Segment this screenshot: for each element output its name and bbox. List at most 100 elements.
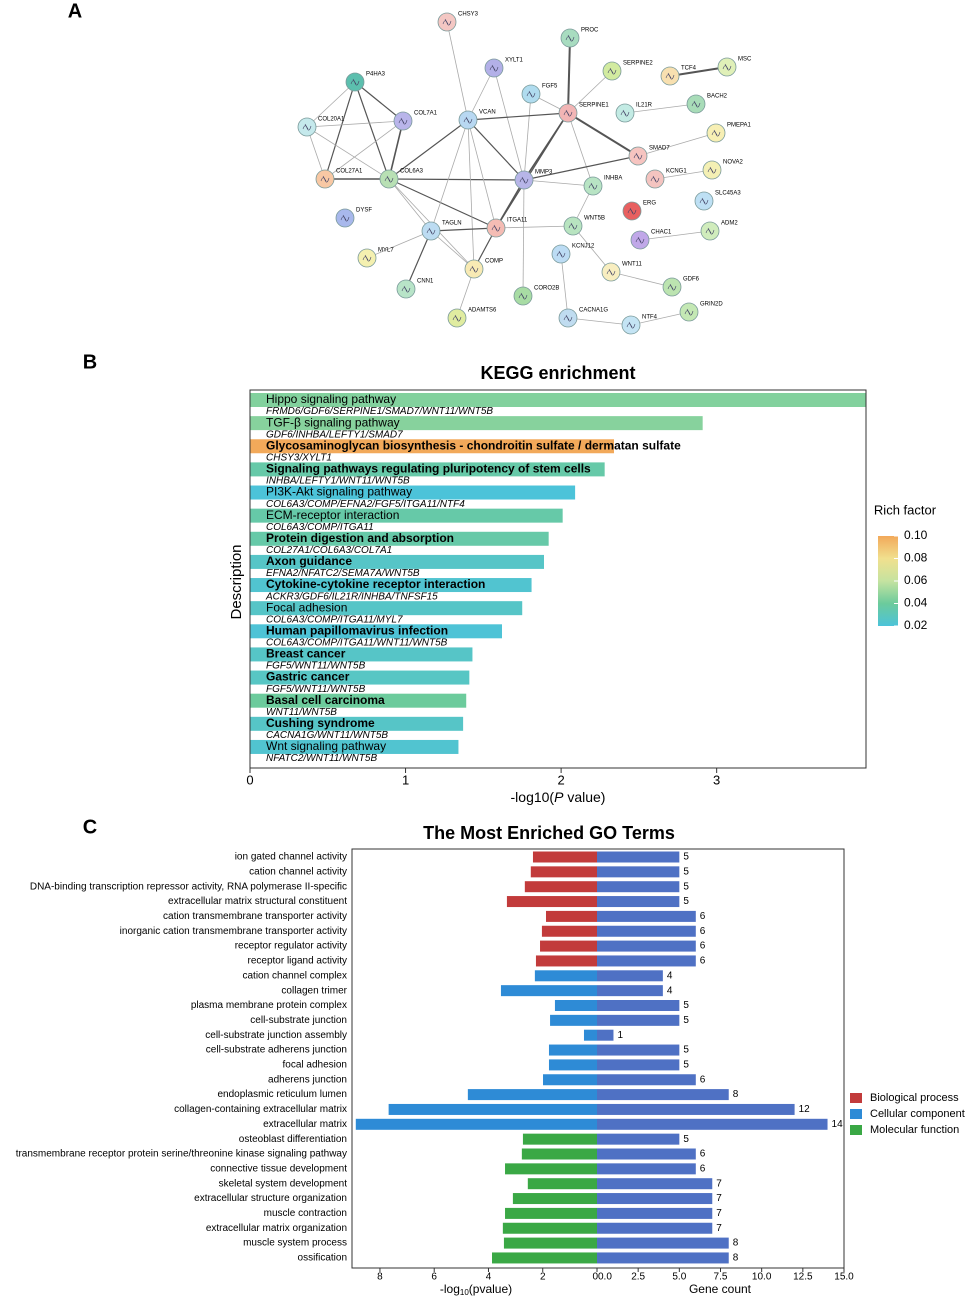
gene-label: COL6A3/COMP/ITGA11 [266, 522, 374, 533]
node-label: WNT5B [584, 216, 605, 222]
node-label: COL6A3 [400, 169, 424, 175]
gene-label: INHBA/LEFTY1/WNT11/WNT5B [266, 476, 410, 487]
node-label: CNN1 [417, 279, 434, 285]
pvalue-bar [505, 1163, 597, 1175]
count-label: 5 [683, 1134, 689, 1145]
x-tick-label: 10.0 [752, 1272, 772, 1283]
node-glyph [722, 63, 732, 71]
node-label: KCNJ12 [572, 244, 595, 250]
term-label: skeletal system development [219, 1178, 348, 1189]
node-glyph [491, 224, 501, 232]
count-label: 6 [700, 1163, 706, 1174]
gene-label: COL27A1/COL6A3/COL7A1 [266, 545, 392, 556]
colorbar-tick-label: 0.04 [904, 596, 928, 610]
pvalue-bar [532, 851, 597, 863]
term-label: focal adhesion [283, 1060, 348, 1071]
term-label: ion gated channel activity [235, 852, 347, 863]
bar [250, 624, 502, 639]
node-glyph [384, 175, 394, 183]
term-label: receptor ligand activity [248, 956, 348, 967]
count-label: 14 [832, 1119, 844, 1130]
term-label: extracellular matrix organization [206, 1223, 347, 1234]
count-label: 5 [683, 1015, 689, 1026]
count-bar [597, 1178, 713, 1190]
bar [250, 693, 467, 708]
node-label: VCAN [479, 110, 496, 116]
node-glyph [489, 64, 499, 72]
bar [250, 670, 470, 685]
pathway-label: Cytokine-cytokine receptor interaction [266, 577, 485, 591]
term-label: plasma membrane protein complex [191, 1000, 347, 1011]
pvalue-bar [527, 1178, 597, 1190]
x-axis-label-part: P [554, 789, 564, 805]
x-tick-label: 0 [592, 1272, 598, 1283]
node-glyph [302, 123, 312, 131]
pvalue-bar [530, 866, 597, 878]
count-bar [597, 1014, 680, 1026]
node-glyph [398, 117, 408, 125]
term-label: cation transmembrane transporter activit… [163, 911, 347, 922]
x-tick-label: 7.5 [714, 1272, 728, 1283]
pvalue-bar [467, 1089, 597, 1101]
count-label: 6 [700, 956, 706, 967]
bar [250, 508, 563, 523]
x-tick-label: 5.0 [672, 1272, 686, 1283]
panel-label: C [83, 816, 97, 838]
count-label: 6 [700, 941, 706, 952]
colorbar-tick-label: 0.08 [904, 551, 928, 565]
count-label: 8 [733, 1238, 739, 1249]
gene-label: GDF6/INHBA/LEFTY1/SMAD7 [266, 429, 403, 440]
node-label: FGF5 [542, 84, 558, 90]
term-label: extracellular matrix structural constitu… [168, 896, 347, 907]
pathway-label: Protein digestion and absorption [266, 531, 454, 545]
count-bar [597, 1193, 713, 1205]
term-label: extracellular matrix [263, 1119, 347, 1130]
pvalue-bar [583, 1029, 597, 1041]
pathway-label: Axon guidance [266, 554, 352, 568]
count-bar [597, 1207, 713, 1219]
legend-label: Biological process [870, 1092, 959, 1104]
legend-label: Molecular function [870, 1124, 959, 1136]
node-glyph [320, 175, 330, 183]
network-edge [388, 178, 525, 181]
term-label: cation channel activity [249, 866, 347, 877]
network-edge [430, 119, 469, 232]
count-label: 6 [700, 926, 706, 937]
node-glyph [518, 292, 528, 300]
gene-label: WNT11/WNT5B [266, 707, 337, 718]
node-glyph [691, 100, 701, 108]
count-bar [597, 1029, 614, 1041]
node-label: COMP [485, 259, 503, 265]
plot-frame [351, 848, 845, 1269]
x-tick-label: 3 [713, 772, 720, 787]
count-bar [597, 1044, 680, 1056]
network-edge [388, 119, 469, 180]
count-bar [597, 1163, 696, 1175]
node-label: KCNG1 [666, 169, 687, 175]
pathway-label: Signaling pathways regulating pluripoten… [266, 462, 591, 476]
node-label: TAGLN [442, 221, 462, 227]
network-edge [523, 179, 594, 187]
count-label: 8 [733, 1089, 739, 1100]
network-edge [354, 81, 390, 180]
pvalue-bar [502, 1222, 597, 1234]
node-glyph [626, 321, 636, 329]
colorbar-tick-label: 0.06 [904, 573, 928, 587]
network-edge [567, 112, 639, 157]
pvalue-bar [545, 910, 597, 922]
plot-frame [249, 389, 867, 769]
bar [250, 647, 473, 662]
pathway-label: PI3K-Akt signaling pathway [266, 485, 412, 499]
network-edge [306, 126, 390, 180]
network-edge [560, 253, 569, 319]
node-glyph [711, 129, 721, 137]
gene-label: ACKR3/GDF6/IL21R/INHBA/TNFSF15 [265, 591, 438, 602]
x-axis-label-part: (pvalue) [469, 1282, 512, 1296]
node-glyph [707, 166, 717, 174]
term-label: osteoblast differentiation [239, 1134, 347, 1145]
term-label: extracellular structure organization [194, 1193, 347, 1204]
network-edge [654, 169, 713, 180]
bar [250, 716, 464, 731]
x-tick-label: 4 [486, 1272, 492, 1283]
